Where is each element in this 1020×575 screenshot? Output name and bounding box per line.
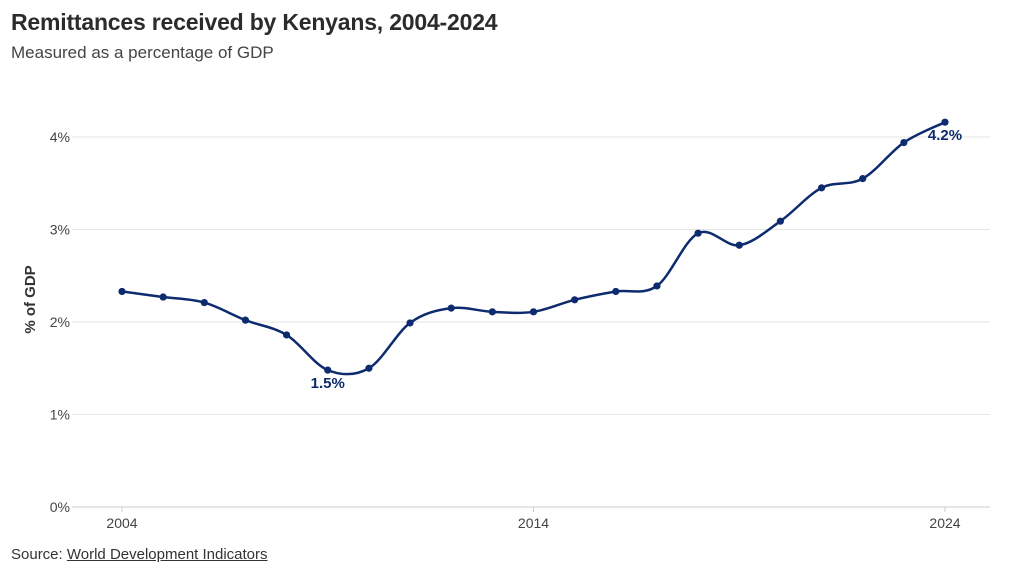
y-tick-label: 3% xyxy=(50,222,70,238)
series-line-layer xyxy=(121,121,946,376)
data-labels: 1.5% 4.2% xyxy=(311,127,962,392)
data-point[interactable] xyxy=(735,241,743,249)
data-point[interactable] xyxy=(241,316,250,324)
y-tick-label: 2% xyxy=(50,314,70,330)
data-point[interactable] xyxy=(488,308,496,316)
data-point[interactable] xyxy=(529,308,538,316)
data-point[interactable] xyxy=(900,138,908,147)
data-point[interactable] xyxy=(406,319,414,327)
y-tick-label: 0% xyxy=(50,499,70,515)
series-line xyxy=(121,121,946,376)
data-point[interactable] xyxy=(653,282,661,290)
data-point[interactable] xyxy=(694,229,702,237)
x-tick-label: 2014 xyxy=(518,515,549,531)
data-point[interactable] xyxy=(118,287,126,296)
data-point[interactable] xyxy=(159,293,167,301)
data-point[interactable] xyxy=(941,118,949,126)
source-link[interactable]: World Development Indicators xyxy=(66,546,268,563)
data-point[interactable] xyxy=(200,298,208,307)
chart-subtitle: Measured as a percentage of GDP xyxy=(11,43,274,62)
y-axis-label: % of GDP xyxy=(22,265,39,333)
data-point[interactable] xyxy=(571,296,579,304)
chart-title: Remittances received by Kenyans, 2004-20… xyxy=(11,9,498,35)
data-points xyxy=(118,118,949,374)
data-point[interactable] xyxy=(365,364,373,372)
x-tick-label: 2004 xyxy=(106,515,137,531)
data-point[interactable] xyxy=(447,304,455,312)
data-point[interactable] xyxy=(324,366,332,374)
source-note: Source: World Development Indicators xyxy=(11,546,268,563)
axes: 0% 1% 2% 3% 4% 2004 2014 2024 % of GDP xyxy=(22,129,961,531)
data-point[interactable] xyxy=(283,331,291,339)
data-point[interactable] xyxy=(612,287,620,296)
source-prefix: Source: xyxy=(11,546,67,563)
data-point[interactable] xyxy=(859,175,867,183)
data-point[interactable] xyxy=(817,184,826,192)
y-tick-label: 1% xyxy=(50,407,70,423)
data-label: 4.2% xyxy=(928,127,962,144)
data-point[interactable] xyxy=(776,217,785,225)
grid-lines xyxy=(72,136,990,508)
data-label: 1.5% xyxy=(311,375,345,392)
y-tick-label: 4% xyxy=(50,129,70,145)
x-tick-label: 2024 xyxy=(929,515,960,531)
